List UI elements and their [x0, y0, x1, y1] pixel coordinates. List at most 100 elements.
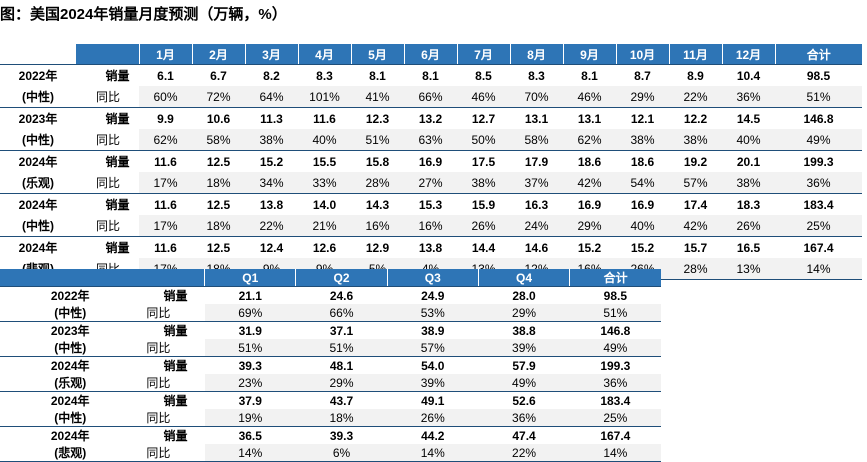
sales-value: 8.1: [422, 68, 439, 83]
yoy-value: 22%: [669, 86, 722, 108]
sales-value: 8.7: [634, 68, 651, 83]
sales-value: 12.9: [365, 240, 390, 255]
yoy-value: 57%: [669, 172, 722, 194]
sales-value: 52.6: [512, 393, 536, 408]
yoy-value: 29%: [295, 374, 388, 392]
yoy-row: (中性) 同比 51% 51% 57% 39% 49%: [0, 339, 661, 357]
sales-value: 13.8: [418, 240, 443, 255]
sales-value: 15.3: [418, 197, 443, 212]
sales-value: 98.5: [603, 288, 628, 303]
sales-value: 17.9: [524, 154, 549, 169]
yoy-value: 22%: [478, 444, 570, 462]
yoy-value: 18%: [192, 172, 245, 194]
sales-value: 54.0: [421, 358, 445, 373]
sales-value: 12.4: [259, 240, 284, 255]
sales-label: 销量: [140, 391, 205, 409]
sales-value: 10.4: [736, 68, 761, 83]
sales-value: 15.7: [683, 240, 708, 255]
sales-value: 15.2: [630, 240, 655, 255]
sales-value: 13.1: [524, 111, 549, 126]
yoy-value: 63%: [404, 129, 457, 151]
sales-value: 14.6: [524, 240, 549, 255]
sales-value: 16.9: [630, 197, 655, 212]
year-label: 2022年: [0, 64, 76, 86]
sales-row: 2024年 销量 11.6 12.5 15.2 15.5 15.8 16.9 17.5 17.9 1…: [0, 150, 862, 172]
yoy-label: 同比: [76, 172, 139, 194]
sales-row: 2024年 销量 36.5 39.3 44.2 47.4 167.4: [0, 426, 661, 444]
quarterly-header-row: Q1 Q2 Q3 Q4 合计: [0, 269, 661, 287]
sales-value: 39.3: [238, 358, 262, 373]
header-quarter: Q2: [295, 269, 388, 287]
yoy-value: 19%: [204, 409, 296, 427]
yoy-label: 同比: [76, 215, 139, 237]
sales-value: 8.3: [528, 68, 545, 83]
monthly-header-row: 1月 2月 3月 4月 5月 6月 7月 8月 9月 10月 11月 12月 合…: [0, 44, 862, 65]
sales-value: 13.8: [259, 197, 284, 212]
yoy-value: 38%: [669, 129, 722, 151]
sales-label: 销量: [140, 321, 205, 339]
yoy-value: 26%: [387, 409, 479, 427]
sales-value: 17.5: [471, 154, 496, 169]
sales-label: 销量: [76, 64, 139, 86]
yoy-value: 51%: [295, 339, 388, 357]
yoy-value: 66%: [295, 304, 388, 322]
sales-value: 24.9: [421, 288, 445, 303]
sales-value: 38.8: [512, 323, 536, 338]
yoy-value: 50%: [457, 129, 510, 151]
header-total: 合计: [774, 44, 862, 65]
yoy-row: (乐观) 同比 23% 29% 39% 49% 36%: [0, 374, 661, 392]
sales-value: 11.6: [154, 240, 177, 255]
yoy-row: (中性) 同比 69% 66% 53% 29% 51%: [0, 304, 661, 322]
yoy-value: 36%: [569, 374, 661, 392]
header-blank-label: [76, 44, 139, 65]
yoy-label: 同比: [140, 374, 205, 392]
sales-value: 49.1: [421, 393, 445, 408]
year-label: 2024年: [0, 356, 141, 374]
yoy-value: 46%: [457, 86, 510, 108]
sales-value: 15.2: [259, 154, 284, 169]
sales-value: 48.1: [329, 358, 354, 373]
year-label: 2022年: [0, 286, 141, 304]
yoy-value: 29%: [478, 304, 570, 322]
yoy-value: 6%: [295, 444, 388, 462]
header-month: 3月: [244, 44, 298, 65]
sales-value: 16.5: [736, 240, 761, 255]
header-quarter: Q4: [477, 269, 570, 287]
sales-value: 8.3: [316, 68, 333, 83]
year-label: 2024年: [0, 426, 141, 444]
sales-label: 销量: [140, 356, 205, 374]
yoy-value: 60%: [139, 86, 192, 108]
yoy-value: 70%: [510, 86, 563, 108]
yoy-row: (中性) 同比 19% 18% 26% 36% 25%: [0, 409, 661, 427]
sales-value: 16.9: [418, 154, 443, 169]
yoy-row: (乐观) 同比 17% 18% 34% 33% 28% 27% 38% 37% 42% 54% 57% 3…: [0, 172, 862, 194]
yoy-value: 17%: [139, 215, 192, 237]
sales-row: 2024年 销量 39.3 48.1 54.0 57.9 199.3: [0, 356, 661, 374]
header-month: 2月: [191, 44, 245, 65]
sales-value: 19.2: [683, 154, 708, 169]
yoy-value: 18%: [192, 215, 245, 237]
sales-value: 47.4: [512, 428, 536, 443]
sales-value: 37.9: [238, 393, 262, 408]
yoy-value: 25%: [569, 409, 661, 427]
yoy-value: 72%: [192, 86, 245, 108]
sales-value: 12.5: [206, 240, 231, 255]
sales-value: 11.6: [313, 111, 336, 126]
yoy-value: 29%: [563, 215, 616, 237]
header-month: 8月: [509, 44, 563, 65]
sales-value: 28.0: [512, 288, 536, 303]
sales-value: 14.4: [471, 240, 496, 255]
sales-value: 16.9: [577, 197, 602, 212]
sales-value: 11.3: [260, 111, 283, 126]
scenario-label: (中性): [0, 86, 76, 108]
yoy-label: 同比: [140, 444, 205, 462]
year-label: 2024年: [0, 391, 141, 409]
scenario-label: (中性): [0, 409, 141, 427]
yoy-value: 42%: [563, 172, 616, 194]
yoy-value: 40%: [616, 215, 669, 237]
yoy-value: 40%: [722, 129, 775, 151]
sales-value: 12.1: [630, 111, 655, 126]
sales-value: 10.6: [206, 111, 231, 126]
yoy-label: 同比: [140, 304, 205, 322]
sales-label: 销量: [76, 236, 139, 258]
